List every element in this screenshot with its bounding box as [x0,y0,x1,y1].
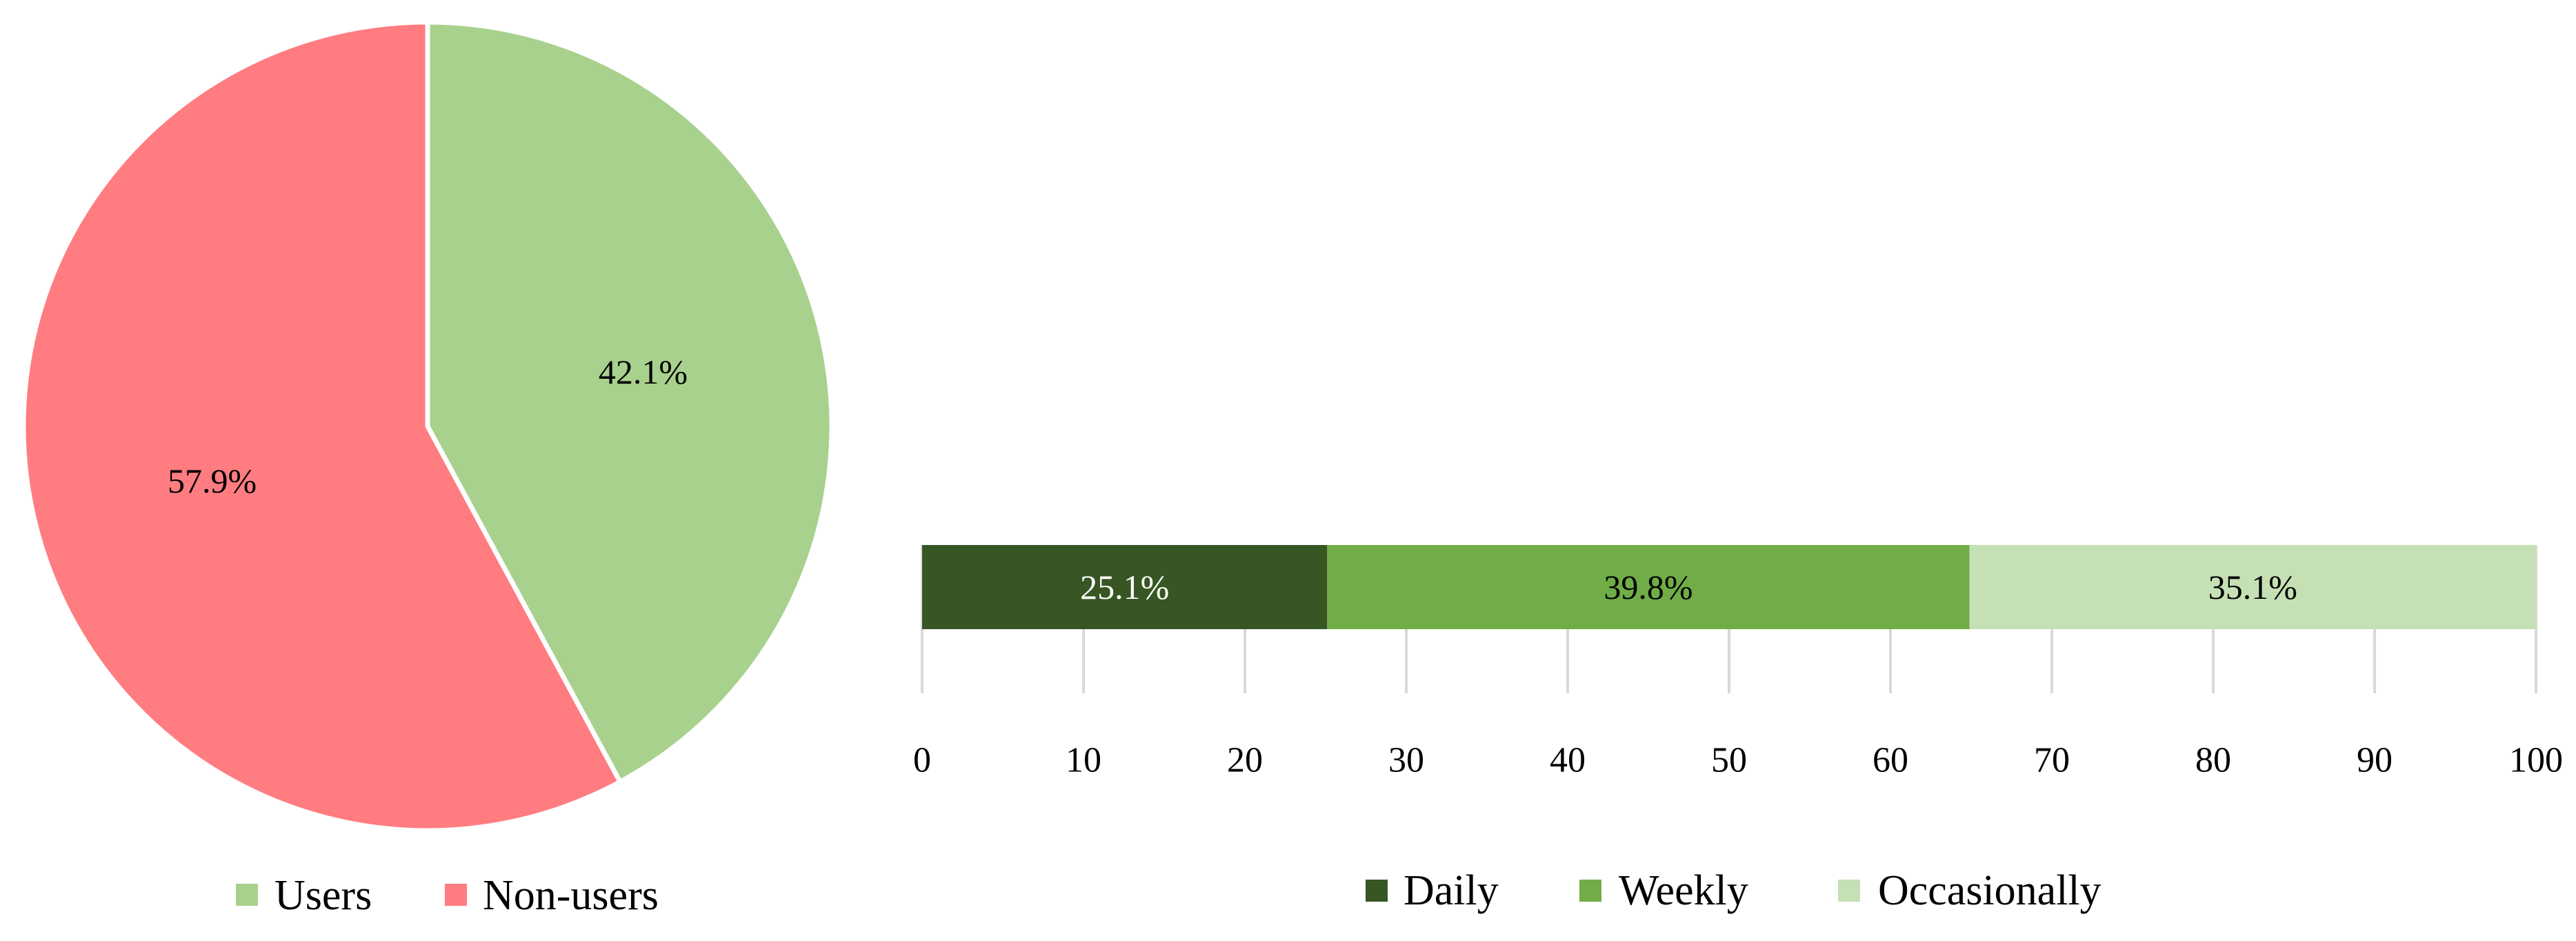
bar-label-weekly: 39.8% [1604,568,1693,606]
pie-slice-non-users [21,19,623,833]
pie-legend-swatch-users [236,884,258,906]
x-tick-label-80: 80 [2195,741,2231,780]
bar-legend-swatch-daily [1366,880,1388,902]
stacked-bar-chart: 25.1% 39.8% 35.1% 0 10 20 30 40 50 60 70 80 90 100 D… [913,545,2563,914]
bar-segments [922,545,2536,629]
x-tick-label-60: 60 [1873,741,1908,780]
pie-chart: 42.1% 57.9% Users Non-users [21,19,835,919]
bar-legend-swatch-occasionally [1838,880,1860,902]
bar-segment-occasionally [1969,545,2536,629]
pie-legend-label-non-users: Non-users [483,872,659,919]
bar-legend: Daily Weekly Occasionally [1366,867,2101,914]
pie-data-labels: 42.1% 57.9% [168,353,688,500]
bar-segment-daily [922,545,1328,629]
bar-legend-label-daily: Daily [1404,867,1499,914]
bar-legend-swatch-weekly [1579,880,1601,902]
bar-legend-label-occasionally: Occasionally [1878,867,2101,914]
x-axis-tick-labels: 0 10 20 30 40 50 60 70 80 90 100 [913,741,2563,780]
pie-legend: Users Non-users [236,872,659,919]
bar-label-daily: 25.1% [1080,568,1169,606]
x-tick-label-0: 0 [913,741,931,780]
x-tick-label-50: 50 [1711,741,1747,780]
x-tick-label-40: 40 [1550,741,1586,780]
bar-data-labels: 25.1% 39.8% 35.1% [1080,568,2297,606]
pie-label-non-users: 57.9% [168,462,257,500]
x-tick-label-70: 70 [2034,741,2070,780]
x-tick-label-90: 90 [2357,741,2393,780]
x-tick-label-100: 100 [2509,741,2563,780]
pie-slice-users [425,19,835,784]
x-tick-label-20: 20 [1227,741,1263,780]
pie-legend-label-users: Users [274,872,372,919]
pie-legend-swatch-non-users [445,884,467,906]
bar-segment-weekly [1327,545,1970,629]
x-tick-label-10: 10 [1066,741,1101,780]
pie-label-users: 42.1% [599,353,688,391]
pie-slices [21,19,835,833]
bar-legend-label-weekly: Weekly [1619,867,1748,914]
bar-label-occasionally: 35.1% [2208,568,2297,606]
x-tick-label-30: 30 [1388,741,1424,780]
